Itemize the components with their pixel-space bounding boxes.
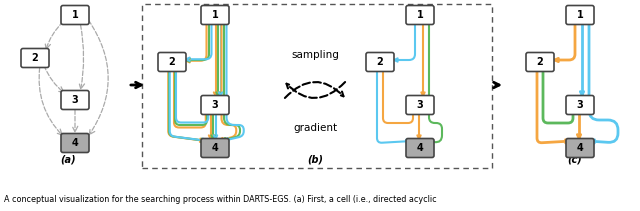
FancyBboxPatch shape [566,5,594,24]
Text: gradient: gradient [293,123,337,133]
Text: 4: 4 [72,138,78,148]
Text: 2: 2 [376,57,383,67]
Text: (b): (b) [307,155,323,165]
FancyBboxPatch shape [201,5,229,24]
FancyBboxPatch shape [61,5,89,24]
Text: 1: 1 [72,10,78,20]
Text: 2: 2 [536,57,543,67]
Text: (a): (a) [60,155,76,165]
FancyBboxPatch shape [526,53,554,72]
FancyBboxPatch shape [406,5,434,24]
Text: (c): (c) [568,155,582,165]
FancyBboxPatch shape [21,49,49,68]
FancyBboxPatch shape [566,138,594,157]
FancyBboxPatch shape [158,53,186,72]
Text: 3: 3 [72,95,78,105]
FancyBboxPatch shape [61,134,89,153]
Text: A conceptual visualization for the searching process within DARTS-EGS. (a) First: A conceptual visualization for the searc… [4,196,436,204]
Text: 2: 2 [31,53,38,63]
FancyBboxPatch shape [406,138,434,157]
FancyBboxPatch shape [406,96,434,115]
Text: 4: 4 [577,143,584,153]
Text: 4: 4 [417,143,424,153]
Text: 1: 1 [417,10,424,20]
Text: 2: 2 [168,57,175,67]
FancyBboxPatch shape [201,96,229,115]
FancyBboxPatch shape [366,53,394,72]
Text: sampling: sampling [291,50,339,60]
Text: 3: 3 [577,100,584,110]
Text: 4: 4 [212,143,218,153]
FancyBboxPatch shape [61,91,89,110]
Text: 1: 1 [577,10,584,20]
Text: 3: 3 [212,100,218,110]
Text: 1: 1 [212,10,218,20]
FancyBboxPatch shape [566,96,594,115]
Text: 3: 3 [417,100,424,110]
FancyBboxPatch shape [201,138,229,157]
